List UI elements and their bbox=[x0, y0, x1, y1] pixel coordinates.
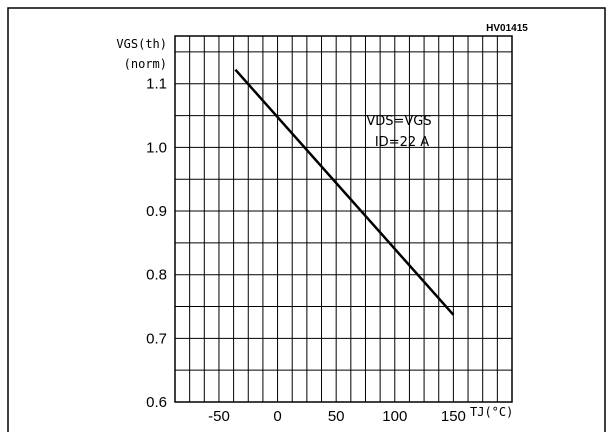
x-tick-label: 150 bbox=[441, 408, 466, 425]
x-tick-label: -50 bbox=[208, 408, 230, 425]
y-axis-label: VGS(th) bbox=[116, 37, 167, 51]
plot-frame bbox=[174, 35, 513, 403]
y-tick-label: 0.9 bbox=[146, 203, 167, 220]
annotation-line-2: ID=22 A bbox=[375, 135, 429, 150]
x-axis-label: TJ(°C) bbox=[470, 405, 513, 419]
grid bbox=[175, 36, 512, 402]
annotation-line-1: VDS=VGS bbox=[366, 114, 431, 129]
x-tick-label: 50 bbox=[328, 408, 345, 425]
y-tick-labels: 0.6 0.7 0.8 0.9 1.0 1.1 bbox=[146, 76, 167, 411]
x-tick-label: 0 bbox=[273, 408, 281, 425]
series-line bbox=[234, 68, 455, 316]
y-tick-label: 1.1 bbox=[146, 76, 167, 93]
y-tick-label: 1.0 bbox=[146, 139, 167, 156]
series-group bbox=[234, 68, 455, 316]
y-tick-label: 0.7 bbox=[146, 330, 167, 347]
figure-border bbox=[7, 7, 606, 437]
y-axis-unit: (norm) bbox=[124, 57, 167, 71]
y-tick-label: 0.6 bbox=[146, 394, 167, 411]
y-tick-label: 0.8 bbox=[146, 267, 167, 284]
figure-code: HV01415 bbox=[486, 23, 528, 34]
x-tick-label: 100 bbox=[382, 408, 407, 425]
x-tick-labels: -50 0 50 100 150 bbox=[208, 408, 466, 425]
